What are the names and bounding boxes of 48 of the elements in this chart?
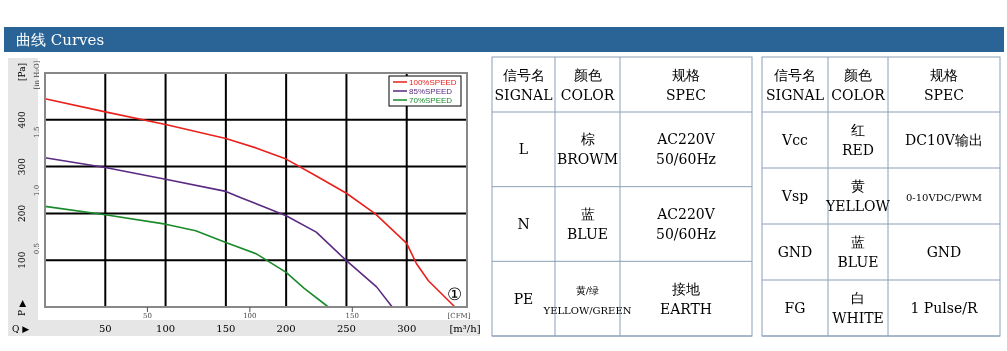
- text: 蓝 BLUE: [837, 234, 879, 270]
- text: FG: [784, 300, 806, 316]
- text: GND: [926, 244, 962, 260]
- legend-label: 100%SPEED: [409, 78, 457, 87]
- x-tick-label: 200: [276, 323, 296, 334]
- x-tick-label: 50: [98, 323, 112, 334]
- category-label: 规格 SPEC: [666, 66, 706, 103]
- text: L: [518, 141, 529, 158]
- y-axis-title: [Pa]: [17, 62, 27, 82]
- y-tick-label: 300: [17, 157, 27, 176]
- text: 黄 YELLOW: [825, 178, 891, 214]
- text: 棕 BROWM: [556, 131, 619, 168]
- text: P ▶: [17, 300, 27, 316]
- x-axis-title: [m³/h]: [449, 323, 481, 334]
- category-label: 信号名 SIGNAL: [766, 66, 824, 103]
- text: DC10V输出: [905, 132, 983, 148]
- y-tick-label: 200: [17, 204, 27, 222]
- text: 黄/绿 YELLOW/GREEN: [542, 284, 632, 316]
- x-tick-label: 250: [336, 323, 356, 334]
- text: N: [517, 216, 530, 232]
- text: 红 RED: [842, 122, 874, 158]
- text: PE: [513, 290, 534, 307]
- text: 白 WHITE: [832, 290, 884, 326]
- category-label: 颜色 COLOR: [831, 66, 886, 103]
- legend-label: 85%SPEED: [409, 87, 453, 96]
- text: 0-10VDC/PWM: [906, 192, 982, 203]
- legend-label: 70%SPEED: [409, 96, 453, 105]
- text: Vcc: [781, 132, 809, 148]
- y-tick-label: 400: [17, 110, 27, 129]
- text: Vsp: [780, 188, 809, 204]
- category-label: 颜色 COLOR: [560, 66, 615, 103]
- text: 1 Pulse/R: [910, 300, 978, 316]
- line-series: [44, 205, 330, 308]
- chart-title: 曲线 Curves: [16, 31, 105, 49]
- x-tick-label: 300: [397, 323, 417, 334]
- text: AC220V 50/60Hz: [656, 131, 716, 168]
- text: AC220V 50/60Hz: [656, 206, 716, 242]
- category-label: 信号名 SIGNAL: [494, 66, 553, 103]
- line-series: [44, 156, 394, 308]
- text: 接地 EARTH: [659, 280, 713, 317]
- annotation: ①: [446, 283, 462, 304]
- text: 蓝 BLUE: [567, 206, 608, 242]
- category-label: 规格 SPEC: [924, 66, 964, 103]
- x-tick-label: 150: [216, 323, 236, 334]
- y-tick-label: 100: [17, 251, 27, 269]
- text: GND: [777, 244, 813, 260]
- x-tick-label: 100: [156, 323, 176, 334]
- text: Q ▶: [12, 324, 30, 334]
